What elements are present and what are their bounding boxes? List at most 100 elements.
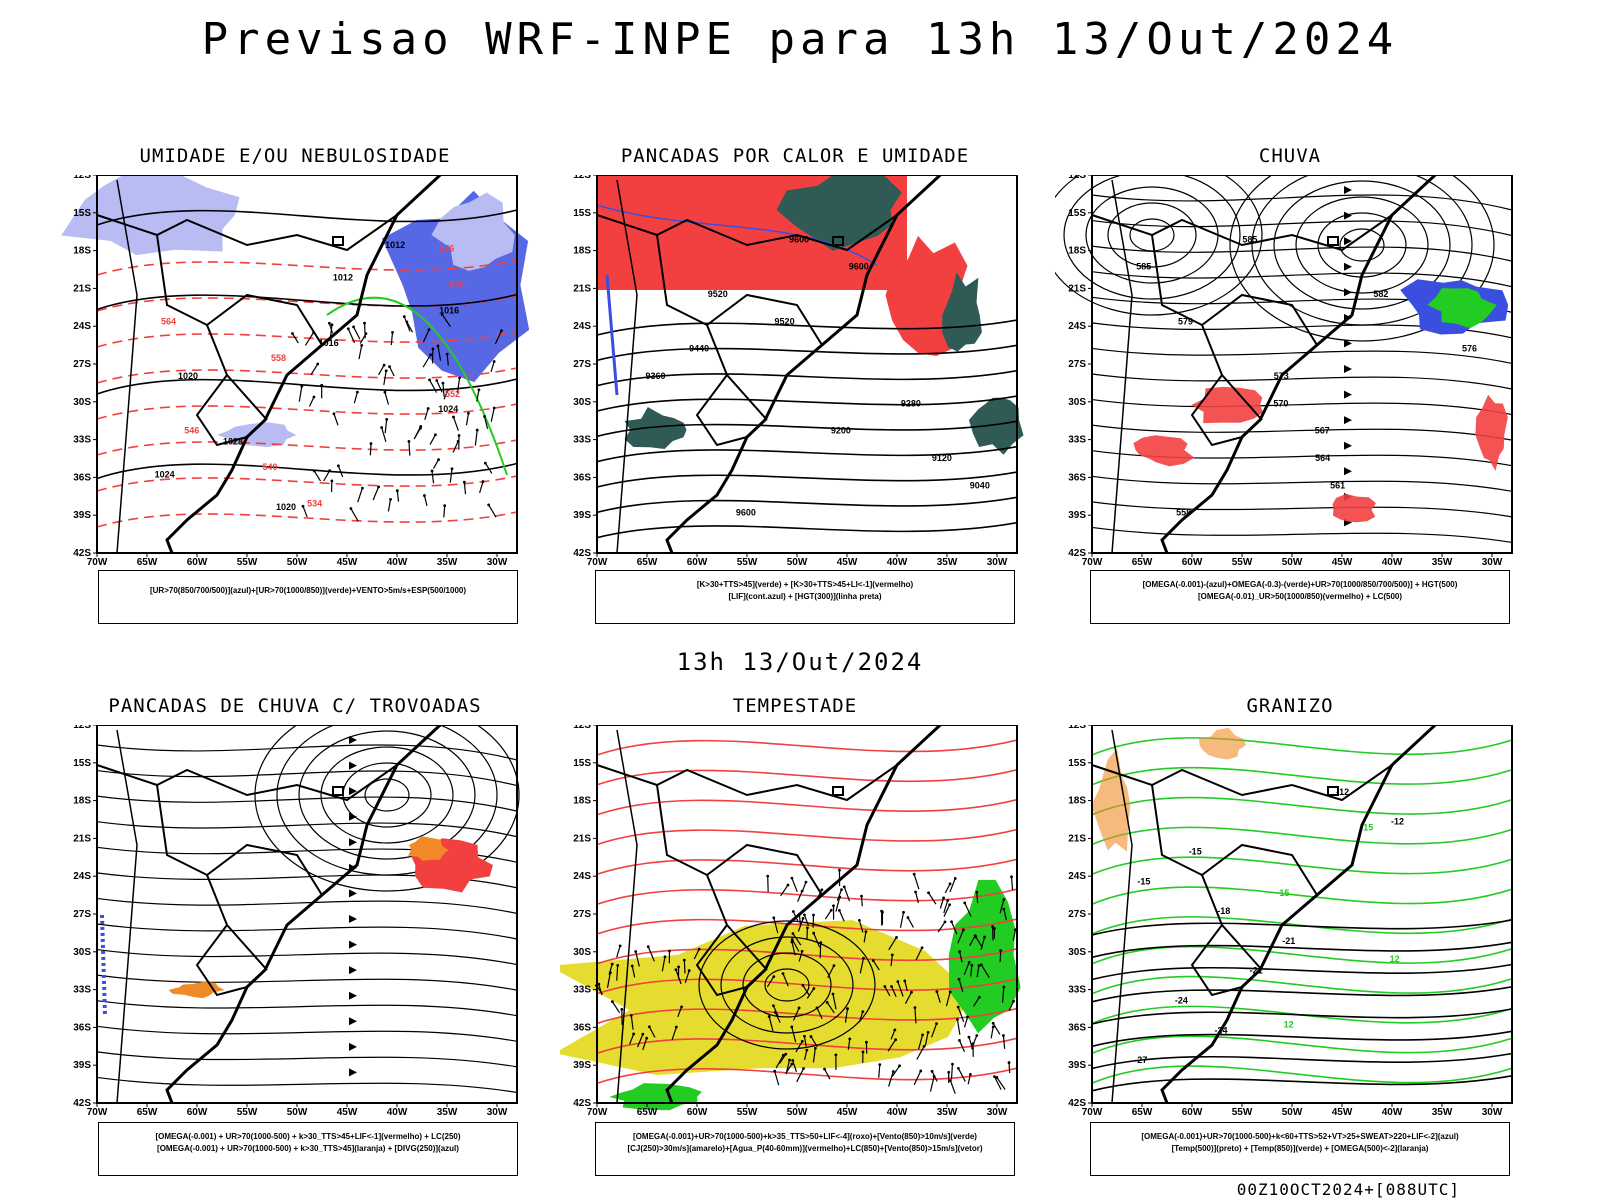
wind-vector-head <box>991 1021 995 1025</box>
wind-vector <box>976 965 980 978</box>
lat-label: 33S <box>573 435 591 446</box>
wind-vector-head <box>958 1039 961 1042</box>
lat-label: 39S <box>1068 510 1086 521</box>
wind-vector <box>847 1038 851 1050</box>
wind-vector <box>775 1055 784 1069</box>
wind-vector-head <box>978 995 981 999</box>
lc250-streamline <box>254 725 520 892</box>
precipitable-water-contour <box>596 1067 1018 1084</box>
thickness-label: 540 <box>263 462 278 472</box>
wind-vector <box>1008 1001 1015 1011</box>
lat-label: 12S <box>73 725 91 731</box>
lon-label: 60W <box>1182 557 1203 568</box>
lat-label: 36S <box>573 472 591 483</box>
wind-vector-head <box>812 931 816 935</box>
hgt500-contour <box>1107 202 1197 268</box>
main-title: Previsao WRF-INPE para 13h 13/Out/2024 <box>201 14 1399 65</box>
lat-label: 18S <box>1068 796 1086 807</box>
map-panel-2: PANCADAS POR CALOR E UMIDADE 9600 9600 9520… <box>560 145 1030 615</box>
wind-vector-head <box>382 363 386 367</box>
thickness-label: 558 <box>271 353 286 363</box>
wind-vector-head <box>903 979 907 983</box>
map-panel-1: UMIDADE E/OU NEBULOSIDADE 1012 1012 1016 101… <box>60 145 530 615</box>
lat-label: 39S <box>573 1060 591 1071</box>
lon-label: 70W <box>87 1107 108 1118</box>
wind-vector-head <box>389 497 392 501</box>
wind-vector <box>812 1048 816 1063</box>
hgt-label: 9360 <box>646 371 666 381</box>
wind-vector <box>949 1080 956 1094</box>
wind-vector <box>387 499 392 512</box>
hgt300-contour <box>596 420 1018 438</box>
streamline-arrow <box>349 1042 357 1051</box>
hgt300-contour <box>596 395 1018 412</box>
lat-label: 30S <box>73 947 91 958</box>
wind-vector <box>384 392 390 405</box>
lat-label: 24S <box>73 871 91 882</box>
isobar-label: 1020 <box>178 371 198 381</box>
wind-vector <box>408 441 411 456</box>
wind-vector-head <box>363 321 366 325</box>
hgt500-contour <box>1295 196 1429 294</box>
hgt-label: 579 <box>1178 316 1193 326</box>
hgt-label: 9600 <box>736 508 756 518</box>
wind-vector <box>463 482 467 495</box>
panel-title: TEMPESTADE <box>732 695 858 717</box>
storm-shading-orange <box>168 981 225 999</box>
map-panel-6: GRANIZO -12 -12 -15 -15 -18 -21 -21 -24 -24 -27 15 1… <box>1055 695 1525 1165</box>
lon-label: 65W <box>637 1107 658 1118</box>
wind-vector <box>347 328 356 344</box>
wind-vector-head <box>419 425 423 428</box>
wind-vector <box>630 1015 634 1030</box>
wind-vector-head <box>385 417 389 421</box>
hgt-label: 558 <box>1176 508 1191 518</box>
streamline-arrow <box>349 889 357 898</box>
lat-label: 36S <box>73 472 91 483</box>
wind-vector-head <box>395 489 399 493</box>
coastline <box>165 725 442 1104</box>
wind-vector <box>378 364 385 376</box>
wind-vector-head <box>871 959 875 962</box>
wind-vector-head <box>819 941 823 945</box>
wind-vector <box>899 912 905 928</box>
wind-vector <box>642 1038 648 1051</box>
brasilia-marker <box>832 236 844 246</box>
wind-vector <box>824 909 832 920</box>
wind-vector-head <box>663 955 667 959</box>
brasilia-marker <box>332 236 344 246</box>
divergence-shading-blue <box>100 914 107 1016</box>
wind-vector <box>490 361 495 372</box>
temp850-contour <box>1091 945 1513 965</box>
lat-label: 30S <box>1068 947 1086 958</box>
hgt300-contour <box>596 445 1018 463</box>
temp850-label: 15 <box>1279 888 1289 898</box>
lc250-streamline <box>96 1076 518 1094</box>
wind-vector-head <box>436 344 440 348</box>
wind-vector <box>333 413 339 426</box>
wind-vector <box>431 470 435 484</box>
wind-vector-head <box>610 962 614 966</box>
lat-label: 27S <box>573 359 591 370</box>
panel-title: CHUVA <box>1258 145 1322 167</box>
hgt-label: 9120 <box>932 453 952 463</box>
wind-vector-head <box>948 903 952 907</box>
pressure-isobar <box>96 462 518 480</box>
streamline-arrow <box>1344 211 1352 220</box>
wind-vector-head <box>991 925 994 928</box>
wind-vector-head <box>967 1035 971 1039</box>
wind-vector <box>797 918 804 932</box>
rain-shading-red <box>1191 386 1264 424</box>
wind-vector-head <box>831 992 835 996</box>
wind-vector-head <box>301 504 305 508</box>
wind-vector-head <box>919 1069 923 1073</box>
wind-vector <box>968 1036 974 1050</box>
wind-vector <box>913 1070 922 1086</box>
wind-vector-head <box>1002 1034 1005 1037</box>
panel-legend: [OMEGA(-0.001)+UR>70(1000-500)+k<60+TTS>… <box>1090 1122 1510 1176</box>
lon-label: 45W <box>337 557 358 568</box>
wind-vector-head <box>813 1046 817 1050</box>
wind-vector-head <box>772 1004 775 1008</box>
wind-vector-head <box>951 1062 954 1066</box>
wind-vector <box>1001 986 1005 1003</box>
wind-vector-head <box>935 1022 938 1026</box>
